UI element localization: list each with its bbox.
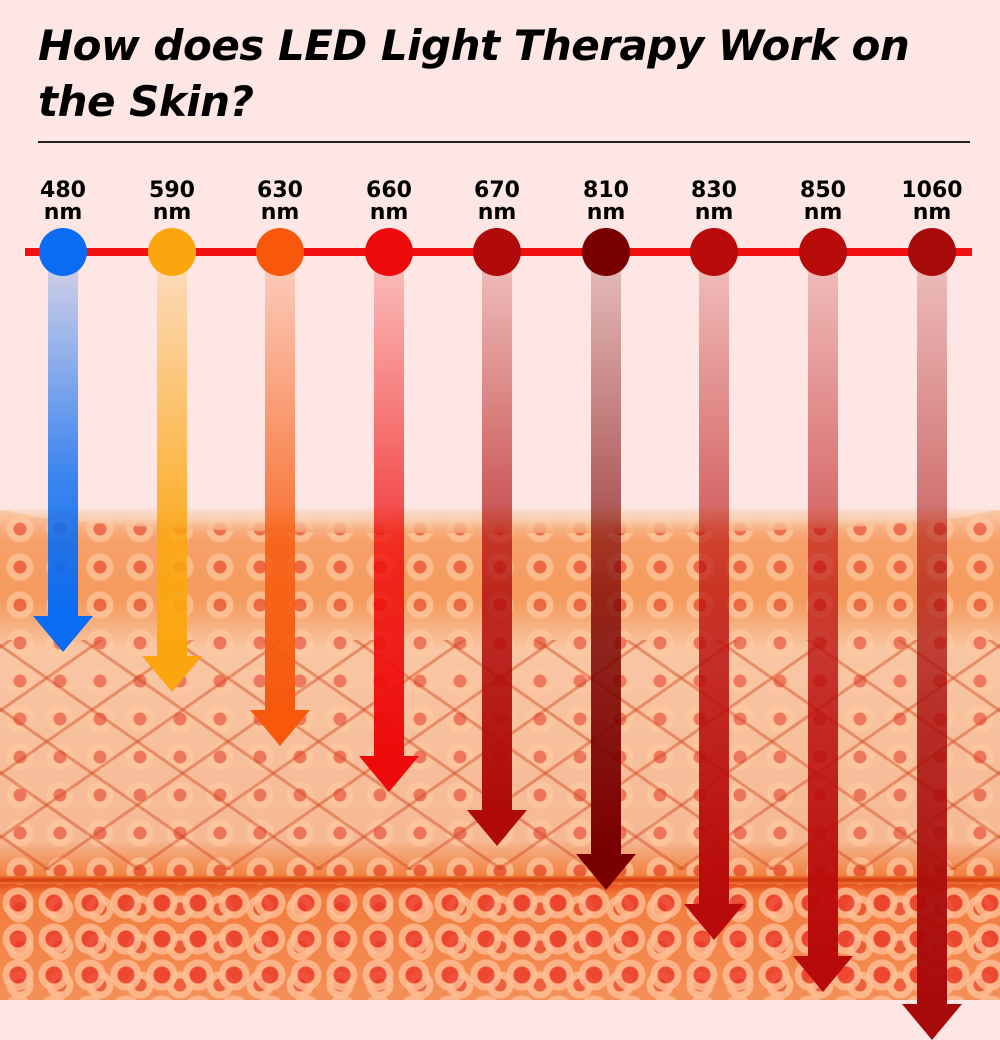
wavelength-dot-590 [148, 228, 196, 276]
wavelength-unit: nm [912, 200, 952, 225]
wavelength-label-480: 480 nm [23, 180, 103, 224]
wavelength-label-830: 830 nm [674, 180, 754, 224]
arrow-shaft [699, 270, 729, 904]
wavelength-value: 850 [800, 178, 846, 203]
wavelength-unit: nm [43, 200, 83, 225]
arrow-head [576, 854, 636, 890]
arrow-head [684, 904, 744, 940]
wavelength-dot-660 [365, 228, 413, 276]
arrow-head [902, 1004, 962, 1040]
wavelength-value: 830 [691, 178, 737, 203]
wavelength-value: 630 [257, 178, 303, 203]
wavelength-value: 810 [583, 178, 629, 203]
wavelength-unit: nm [694, 200, 734, 225]
arrow-shaft [591, 270, 621, 854]
wavelength-dot-830 [690, 228, 738, 276]
wavelength-dot-810 [582, 228, 630, 276]
arrow-head [250, 710, 310, 746]
wavelength-unit: nm [152, 200, 192, 225]
arrow-shaft [265, 270, 295, 710]
wavelength-unit: nm [369, 200, 409, 225]
arrow-shaft [808, 270, 838, 956]
wavelength-unit: nm [477, 200, 517, 225]
wavelength-value: 480 [40, 178, 86, 203]
wavelength-label-660: 660 nm [349, 180, 429, 224]
wavelength-label-850: 850 nm [783, 180, 863, 224]
wavelength-unit: nm [260, 200, 300, 225]
wavelength-label-670: 670 nm [457, 180, 537, 224]
wavelength-value: 1060 [901, 178, 963, 203]
wavelength-dot-480 [39, 228, 87, 276]
page-title: How does LED Light Therapy Work on the S… [38, 21, 910, 126]
wavelength-unit: nm [803, 200, 843, 225]
arrow-head [467, 810, 527, 846]
arrow-shaft [917, 270, 947, 1004]
arrow-shaft [482, 270, 512, 810]
wavelength-value: 590 [149, 178, 195, 203]
wavelength-label-810: 810 nm [566, 180, 646, 224]
wavelength-label-590: 590 nm [132, 180, 212, 224]
wavelength-dot-670 [473, 228, 521, 276]
wavelength-label-630: 630 nm [240, 180, 320, 224]
title-divider [38, 141, 970, 143]
wavelength-value: 660 [366, 178, 412, 203]
wavelength-dot-630 [256, 228, 304, 276]
arrow-head [359, 756, 419, 792]
wavelength-unit: nm [586, 200, 626, 225]
wavelength-dot-1060 [908, 228, 956, 276]
wavelength-label-1060: 1060 nm [892, 180, 972, 224]
dermis-boundary [0, 876, 1000, 884]
arrow-shaft [48, 270, 78, 616]
arrow-head [793, 956, 853, 992]
arrow-shaft [157, 270, 187, 656]
arrow-shaft [374, 270, 404, 756]
wavelength-value: 670 [474, 178, 520, 203]
arrow-head [142, 656, 202, 692]
arrow-head [33, 616, 93, 652]
wavelength-dot-850 [799, 228, 847, 276]
